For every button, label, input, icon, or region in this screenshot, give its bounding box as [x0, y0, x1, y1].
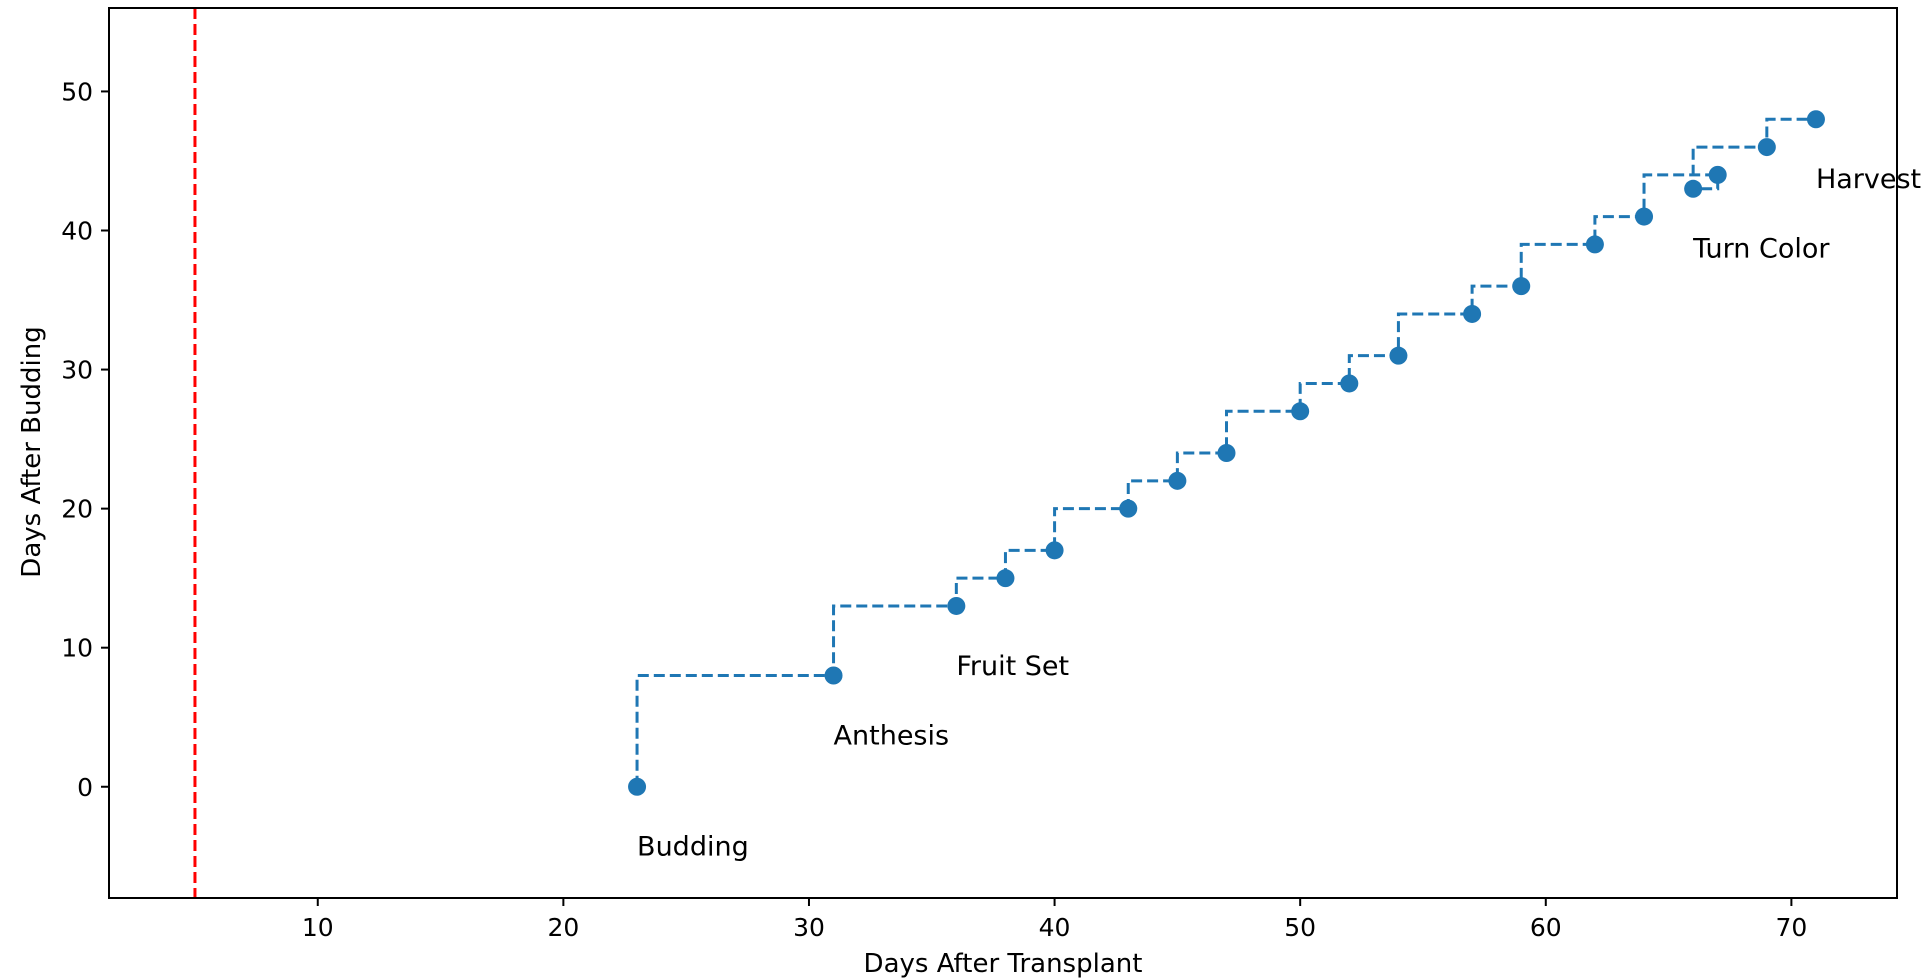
- annotation-label: Turn Color: [1692, 234, 1830, 265]
- y-tick-label: 50: [61, 77, 93, 106]
- data-point: [1340, 374, 1359, 393]
- x-axis-label: Days After Transplant: [864, 949, 1143, 979]
- data-point: [628, 777, 647, 796]
- y-tick-label: 40: [61, 217, 93, 246]
- data-point: [1684, 179, 1703, 198]
- data-point: [1168, 471, 1187, 490]
- data-point: [1463, 304, 1482, 323]
- x-tick-label: 60: [1530, 913, 1562, 942]
- annotation-label: Budding: [637, 832, 749, 863]
- y-tick-label: 20: [61, 495, 93, 524]
- annotation-label: Fruit Set: [956, 651, 1069, 682]
- axes: 10 20 30 40 50 60 70 0 10 20 30 40 50: [61, 7, 1898, 942]
- y-tick-label: 0: [77, 773, 93, 802]
- y-tick-label: 30: [61, 356, 93, 385]
- plot-area: Budding Anthesis Fruit Set Turn Color Harves…: [193, 8, 1921, 898]
- data-point: [1757, 138, 1776, 157]
- data-point: [1045, 541, 1064, 560]
- x-tick-label: 70: [1775, 913, 1807, 942]
- plot-frame: [108, 7, 1898, 899]
- data-point: [1217, 444, 1236, 462]
- data-point: [824, 666, 843, 685]
- data-point: [1119, 499, 1138, 518]
- x-tick-label: 50: [1284, 913, 1316, 942]
- data-point: [1708, 165, 1727, 184]
- data-point: [1291, 402, 1310, 421]
- x-tick-label: 10: [302, 913, 334, 942]
- data-point: [1389, 346, 1408, 365]
- data-point: [947, 596, 966, 615]
- data-point: [1806, 110, 1825, 129]
- y-axis-label: Days After Budding: [17, 326, 47, 577]
- data-point: [996, 569, 1015, 588]
- data-point: [1512, 277, 1531, 296]
- x-tick-label: 40: [1039, 913, 1071, 942]
- data-point: [1585, 235, 1604, 254]
- data-point: [1635, 207, 1654, 226]
- x-tick-label: 30: [793, 913, 825, 942]
- annotation-label: Anthesis: [834, 720, 950, 751]
- x-tick-label: 20: [547, 913, 579, 942]
- annotation-label: Harvest: [1816, 164, 1921, 195]
- y-tick-label: 10: [61, 634, 93, 663]
